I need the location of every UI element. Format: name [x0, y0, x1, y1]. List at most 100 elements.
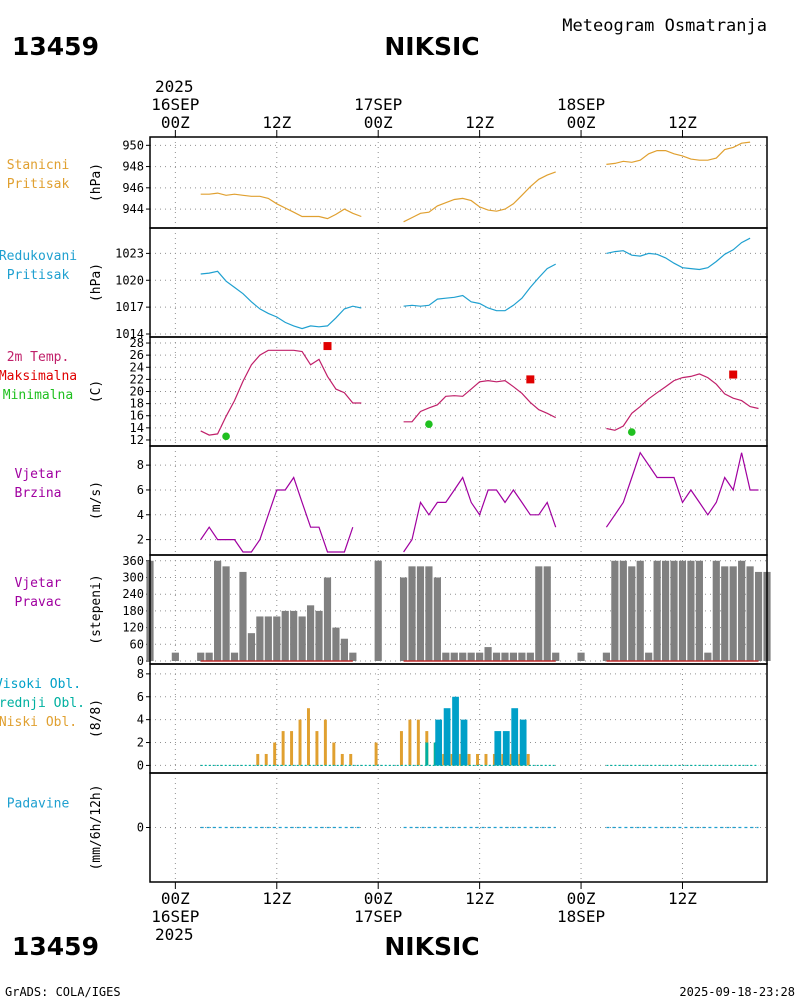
wind-direction-bar — [653, 560, 661, 661]
panel-label: Brzina — [15, 486, 62, 501]
cloud-bar — [332, 742, 336, 766]
cloud-bar — [349, 753, 353, 766]
panel-label: Pritisak — [7, 268, 70, 283]
cloud-bar — [502, 731, 510, 766]
cloud-bar — [323, 719, 327, 766]
cloud-bar — [492, 753, 496, 766]
series-line — [403, 263, 556, 312]
cloud-bar — [425, 742, 429, 766]
y-tick-label: 1023 — [115, 246, 144, 260]
wind-direction-bar — [374, 560, 382, 661]
wind-direction-bar — [628, 566, 636, 661]
wind-direction-bar — [171, 652, 179, 661]
y-tick-label: 948 — [122, 160, 144, 174]
y-tick-label: 12 — [130, 433, 144, 447]
wind-direction-bar — [476, 652, 484, 661]
wind-direction-bar — [230, 652, 239, 661]
wind-direction-bar — [526, 652, 534, 661]
y-tick-label: 180 — [122, 604, 144, 618]
y-tick-label: 6 — [137, 483, 144, 497]
station-name-bottom: NIKSIC — [384, 932, 479, 961]
tmax-marker — [323, 342, 332, 351]
wind-direction-bar — [670, 560, 678, 661]
top-date-label: 18SEP — [557, 95, 605, 114]
wind-direction-bar — [399, 577, 408, 661]
wind-direction-bar — [712, 560, 720, 661]
series-line — [200, 192, 362, 220]
panel-cloud_cover: 0 2 4 6 8 (8/8) Visoki Obl. Srednji Obl. Niski O… — [0, 663, 768, 774]
y-tick-label: 0 — [137, 821, 144, 835]
wind-direction-bar — [281, 610, 289, 661]
y-tick-label: 8 — [137, 667, 144, 681]
series-line — [605, 451, 759, 528]
y-axis-label: (hPa) — [89, 263, 104, 302]
wind-direction-bar — [298, 616, 306, 661]
cloud-bar — [306, 708, 310, 766]
wind-direction-bar — [264, 616, 272, 661]
panel-label: Minimalna — [3, 388, 73, 403]
cloud-bar — [256, 753, 260, 766]
y-tick-label: 22 — [130, 372, 144, 386]
wind-direction-bar — [442, 652, 450, 661]
y-tick-label: 946 — [122, 181, 144, 195]
wind-direction-bar — [340, 638, 348, 661]
cloud-bar — [467, 753, 471, 766]
footer-right: 2025-09-18-23:28 — [679, 985, 795, 999]
cloud-bar — [509, 753, 513, 766]
y-tick-label: 60 — [130, 637, 144, 651]
year-bottom: 2025 — [155, 925, 194, 944]
panel-frame — [149, 772, 768, 883]
series-line — [200, 476, 354, 553]
tmin-marker — [222, 432, 230, 441]
panel-label: Srednji Obl. — [0, 696, 85, 711]
y-tick-label: 2 — [137, 533, 144, 547]
wind-direction-bar — [433, 577, 441, 661]
y-tick-label: 950 — [122, 138, 144, 152]
panel-label: 2m Temp. — [7, 350, 70, 365]
wind-direction-bar — [738, 560, 746, 661]
cloud-bar — [264, 753, 268, 766]
wind-direction-bar — [535, 566, 543, 661]
panel-label: Vjetar — [15, 467, 62, 482]
footer-left: GrADS: COLA/IGES — [5, 985, 121, 999]
wind-direction-bar — [222, 566, 230, 661]
series-line — [200, 270, 362, 330]
wind-direction-bar — [687, 560, 695, 661]
panel-reduced_pressure: 1014 1017 1020 1023 (hPa) Redukovani Pritisak — [0, 227, 768, 341]
wind-direction-bar — [543, 566, 551, 661]
wind-direction-bar — [619, 560, 627, 661]
y-tick-label: 24 — [130, 360, 144, 374]
y-tick-label: 6 — [137, 690, 144, 704]
panel-label: Pravac — [15, 595, 62, 610]
top-hour-label: 00Z — [161, 113, 190, 132]
tmin-marker — [627, 428, 636, 436]
bottom-date-label: 17SEP — [354, 907, 402, 926]
wind-direction-bar — [197, 652, 205, 661]
y-axis-label: (m/s) — [89, 481, 104, 520]
top-hour-label: 12Z — [668, 113, 697, 132]
y-axis-label: (stepeni) — [89, 574, 104, 644]
cloud-bar — [273, 742, 277, 766]
y-tick-label: 240 — [122, 587, 144, 601]
y-tick-label: 16 — [130, 409, 144, 423]
series-line — [403, 476, 557, 553]
wind-direction-bar — [636, 560, 644, 661]
bottom-hour-label: 12Z — [262, 889, 291, 908]
top-date-label: 17SEP — [354, 95, 402, 114]
cloud-bar — [281, 731, 285, 766]
tmin-marker — [425, 420, 433, 429]
panel-frame — [149, 445, 768, 556]
cloud-bar — [315, 731, 319, 766]
wind-direction-bar — [509, 652, 518, 661]
panel-label: Niski Obl. — [0, 715, 77, 730]
wind-direction-bar — [611, 560, 619, 661]
wind-direction-bar — [645, 652, 653, 661]
y-tick-label: 944 — [122, 202, 144, 216]
panel-frame — [149, 336, 768, 447]
station-name-top: NIKSIC — [384, 32, 479, 61]
bottom-hour-label: 12Z — [668, 889, 697, 908]
panel-label: Padavine — [7, 797, 70, 812]
